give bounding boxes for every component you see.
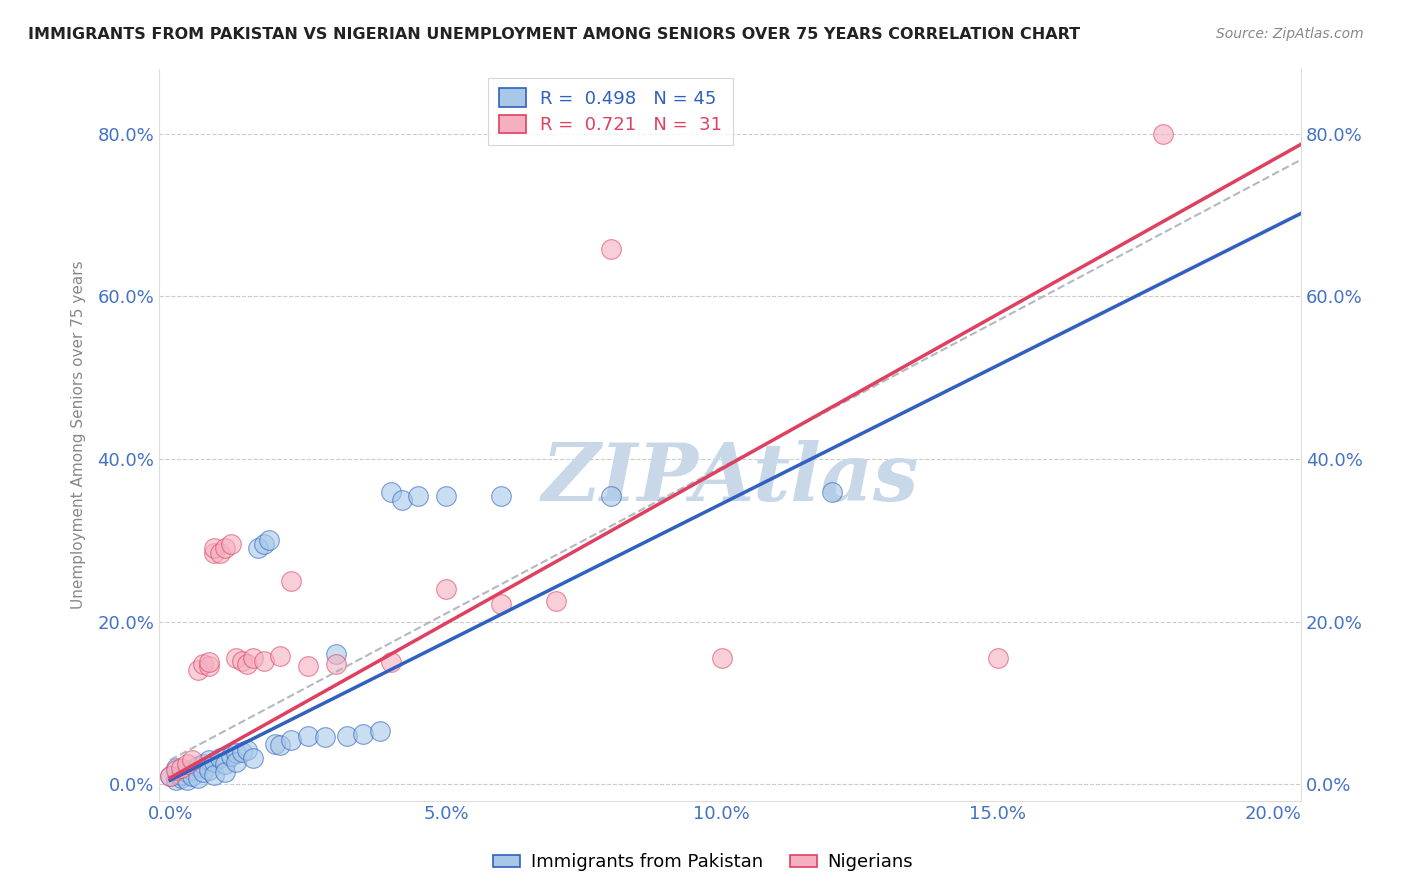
Point [181,753,204,767]
Point [231,654,253,668]
Point [253,537,276,551]
Point [600,489,623,503]
Text: ZIPAtlas: ZIPAtlas [541,440,918,517]
Point [176,757,198,772]
Point [181,769,204,783]
Point [197,659,219,673]
Point [219,537,242,551]
Point [434,582,457,596]
Point [236,657,259,671]
Point [269,739,291,753]
Point [489,489,512,503]
Point [352,727,374,741]
Point [165,763,187,777]
Point [202,545,225,559]
Point [214,765,236,780]
Point [710,651,733,665]
Point [214,757,236,772]
Point [187,664,209,678]
Point [176,765,198,780]
Point [197,656,219,670]
Point [202,755,225,769]
Point [170,771,193,785]
Point [170,767,193,781]
Point [187,759,209,773]
Point [264,737,287,751]
Point [202,767,225,781]
Point [247,541,270,556]
Point [380,484,402,499]
Point [391,492,413,507]
Text: IMMIGRANTS FROM PAKISTAN VS NIGERIAN UNEMPLOYMENT AMONG SENIORS OVER 75 YEARS CO: IMMIGRANTS FROM PAKISTAN VS NIGERIAN UNE… [28,27,1080,42]
Point [269,648,291,663]
Point [434,489,457,503]
Point [219,748,242,763]
Point [325,647,347,661]
Point [297,729,319,743]
Point [165,761,187,775]
Text: Source: ZipAtlas.com: Source: ZipAtlas.com [1216,27,1364,41]
Point [336,729,359,743]
Legend: Immigrants from Pakistan, Nigerians: Immigrants from Pakistan, Nigerians [485,847,921,879]
Point [987,651,1010,665]
Point [225,747,247,761]
Point [231,745,253,759]
Point [489,597,512,611]
Point [170,761,193,775]
Point [1152,127,1174,141]
Point [193,757,215,772]
Point [821,484,844,499]
Point [408,489,430,503]
Point [181,763,204,777]
Point [242,651,264,665]
Point [187,771,209,785]
Point [314,730,336,744]
Point [280,732,302,747]
Point [193,657,215,671]
Point [325,657,347,671]
Point [159,769,181,783]
Point [600,242,623,256]
Point [159,769,181,783]
Point [259,533,281,548]
Point [225,651,247,665]
Point [297,659,319,673]
Point [176,773,198,788]
Point [546,594,568,608]
Legend: R =  0.498   N = 45, R =  0.721   N =  31: R = 0.498 N = 45, R = 0.721 N = 31 [488,78,733,145]
Point [368,724,391,739]
Point [202,541,225,556]
Point [380,656,402,670]
Point [208,751,231,765]
Point [165,773,187,788]
Point [208,545,231,559]
Point [253,654,276,668]
Point [242,751,264,765]
Point [236,743,259,757]
Point [197,753,219,767]
Point [225,755,247,769]
Point [214,541,236,556]
Point [197,763,219,777]
Point [280,574,302,588]
Point [193,765,215,780]
Y-axis label: Unemployment Among Seniors over 75 years: Unemployment Among Seniors over 75 years [72,260,86,609]
